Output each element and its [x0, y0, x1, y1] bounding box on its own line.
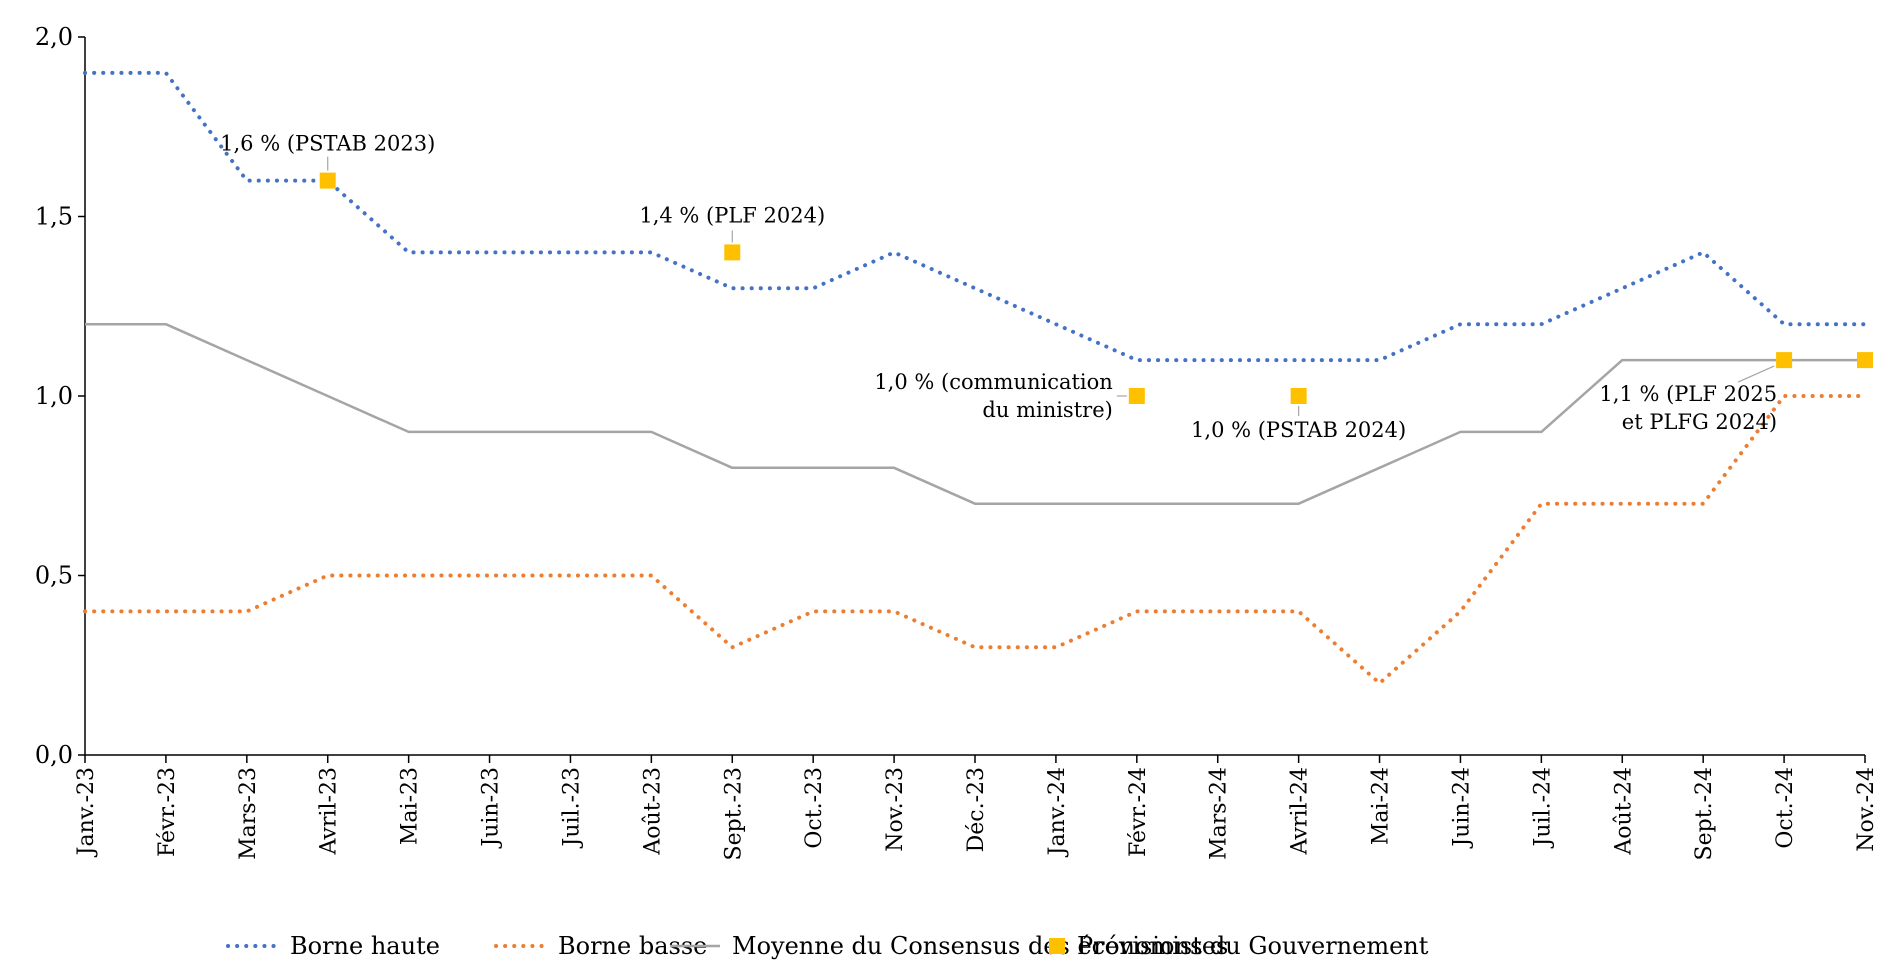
x-tick-label: Nov.-23 [883, 767, 908, 852]
forecast-marker [319, 172, 336, 189]
annotation-leader [1737, 365, 1775, 383]
series-line-2 [83, 394, 1867, 686]
x-tick-label: Juin-24 [1449, 767, 1474, 849]
x-tick-label: Juin-23 [479, 767, 504, 849]
x-tick-label: Sept.-23 [721, 767, 746, 860]
x-tick-label: Déc.-23 [964, 767, 989, 852]
x-tick-label: Févr.-23 [155, 767, 180, 857]
annotation-label: et PLFG 2024) [1622, 410, 1777, 434]
x-tick-label: Oct.-24 [1773, 767, 1798, 849]
y-tick-label: 1,0 [35, 382, 73, 410]
y-tick-label: 2,0 [35, 23, 73, 51]
x-tick-label: Juil.-24 [1530, 767, 1555, 848]
series-line-1 [83, 70, 1867, 363]
legend-label-3: Moyenne du Consensus des économistes [732, 932, 1228, 960]
annotation-label: 1,0 % (communication [874, 370, 1113, 394]
chart-annotations: 1,6 % (PSTAB 2023) 1,4 % (PLF 2024) 1,0 % … [220, 132, 1777, 442]
x-tick-label: Avril-23 [317, 767, 342, 855]
legend-label-1: Borne haute [290, 932, 440, 960]
y-tick-label: 0,5 [35, 562, 73, 590]
forecast-marker [1857, 352, 1873, 369]
chart-axes: 0,0 0,5 1,0 1,5 2,0 Janv.-23 Févr.-23 Mars-23 Av… [35, 23, 1879, 860]
annotation-label: 1,6 % (PSTAB 2023) [220, 132, 435, 156]
annotation-label: 1,0 % (PSTAB 2024) [1191, 418, 1406, 442]
x-tick-label: Mai-23 [398, 767, 423, 845]
x-tick-label: Oct.-23 [802, 767, 827, 849]
chart-series [83, 70, 1867, 686]
x-tick-label: Mai-24 [1369, 767, 1394, 845]
annotation-label: du ministre) [982, 398, 1112, 422]
x-tick-label: Sept.-24 [1692, 767, 1717, 860]
x-tick-label: Mars-24 [1207, 767, 1232, 860]
x-tick-label: Nov.-24 [1854, 767, 1879, 852]
x-tick-label: Août-24 [1611, 767, 1636, 856]
chart-markers [319, 172, 1873, 404]
x-tick-label: Août-23 [640, 767, 665, 856]
x-tick-label: Févr.-24 [1126, 767, 1151, 857]
forecast-marker [1128, 388, 1145, 404]
forecast-marker [1776, 352, 1793, 369]
x-tick-label: Juil.-23 [559, 767, 584, 848]
x-tick-label: Janv.-23 [74, 767, 99, 857]
annotation-label: 1,4 % (PLF 2024) [639, 203, 825, 227]
chart-legend: Borne haute Borne basse Moyenne du Consens… [226, 932, 1429, 960]
x-tick-label: Mars-23 [236, 767, 261, 860]
x-tick-label: Avril-24 [1288, 767, 1313, 855]
series-line-3 [85, 322, 1865, 505]
forecast-marker [1290, 388, 1307, 404]
x-tick-label: Janv.-24 [1045, 767, 1070, 857]
forecast-marker [724, 244, 741, 261]
y-tick-label: 1,5 [35, 203, 73, 231]
annotation-label: 1,1 % (PLF 2025 [1599, 382, 1777, 406]
legend-swatch-marker [1049, 938, 1065, 954]
legend-label-marker: Prévisions du Gouvernement [1077, 932, 1429, 960]
y-tick-label: 0,0 [35, 741, 73, 769]
